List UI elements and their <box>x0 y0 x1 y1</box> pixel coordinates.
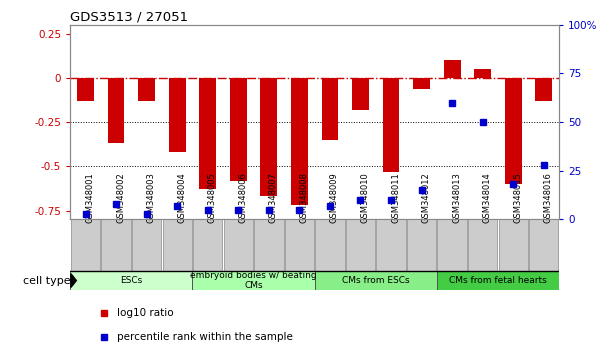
FancyBboxPatch shape <box>101 219 131 271</box>
Bar <box>505 78 522 184</box>
Text: GSM348010: GSM348010 <box>360 172 370 223</box>
Bar <box>199 78 216 189</box>
Text: GDS3513 / 27051: GDS3513 / 27051 <box>70 11 188 24</box>
Text: GSM348001: GSM348001 <box>86 172 95 223</box>
Bar <box>382 78 400 172</box>
FancyBboxPatch shape <box>468 219 497 271</box>
Text: cell type: cell type <box>23 275 70 286</box>
Text: log10 ratio: log10 ratio <box>117 308 174 318</box>
FancyBboxPatch shape <box>376 219 406 271</box>
Text: percentile rank within the sample: percentile rank within the sample <box>117 332 293 342</box>
FancyBboxPatch shape <box>71 219 100 271</box>
Text: GSM348008: GSM348008 <box>299 172 309 223</box>
Text: GSM348009: GSM348009 <box>330 172 339 223</box>
Bar <box>291 78 308 205</box>
Text: GSM348003: GSM348003 <box>147 172 156 223</box>
Bar <box>230 78 247 181</box>
Text: GSM348004: GSM348004 <box>177 172 186 223</box>
Bar <box>474 69 491 78</box>
Bar <box>535 78 552 101</box>
FancyBboxPatch shape <box>529 219 558 271</box>
Text: GSM348016: GSM348016 <box>544 172 553 223</box>
Text: GSM348012: GSM348012 <box>422 172 431 223</box>
FancyBboxPatch shape <box>132 219 161 271</box>
FancyBboxPatch shape <box>346 219 375 271</box>
Text: CMs from ESCs: CMs from ESCs <box>342 276 409 285</box>
FancyBboxPatch shape <box>193 219 222 271</box>
Bar <box>444 60 461 78</box>
Text: GSM348006: GSM348006 <box>238 172 247 223</box>
Text: embryoid bodies w/ beating
CMs: embryoid bodies w/ beating CMs <box>190 271 317 290</box>
Text: ESCs: ESCs <box>120 276 142 285</box>
Text: GSM348002: GSM348002 <box>116 172 125 223</box>
FancyBboxPatch shape <box>437 271 559 290</box>
FancyBboxPatch shape <box>285 219 314 271</box>
Text: GSM348007: GSM348007 <box>269 172 278 223</box>
FancyBboxPatch shape <box>163 219 192 271</box>
FancyBboxPatch shape <box>254 219 284 271</box>
FancyBboxPatch shape <box>192 271 315 290</box>
Bar <box>352 78 369 110</box>
FancyBboxPatch shape <box>315 219 345 271</box>
Bar <box>169 78 186 152</box>
Bar <box>260 78 277 196</box>
Bar <box>413 78 430 88</box>
Bar <box>108 78 125 143</box>
Polygon shape <box>71 274 76 287</box>
Bar <box>321 78 338 140</box>
FancyBboxPatch shape <box>315 271 437 290</box>
Text: GSM348015: GSM348015 <box>513 172 522 223</box>
FancyBboxPatch shape <box>499 219 528 271</box>
FancyBboxPatch shape <box>70 271 192 290</box>
FancyBboxPatch shape <box>407 219 436 271</box>
Bar <box>138 78 155 101</box>
Bar <box>77 78 94 101</box>
Text: GSM348014: GSM348014 <box>483 172 492 223</box>
FancyBboxPatch shape <box>437 219 467 271</box>
Text: GSM348011: GSM348011 <box>391 172 400 223</box>
Text: CMs from fetal hearts: CMs from fetal hearts <box>449 276 547 285</box>
Text: GSM348005: GSM348005 <box>208 172 217 223</box>
Text: GSM348013: GSM348013 <box>452 172 461 223</box>
FancyBboxPatch shape <box>224 219 253 271</box>
